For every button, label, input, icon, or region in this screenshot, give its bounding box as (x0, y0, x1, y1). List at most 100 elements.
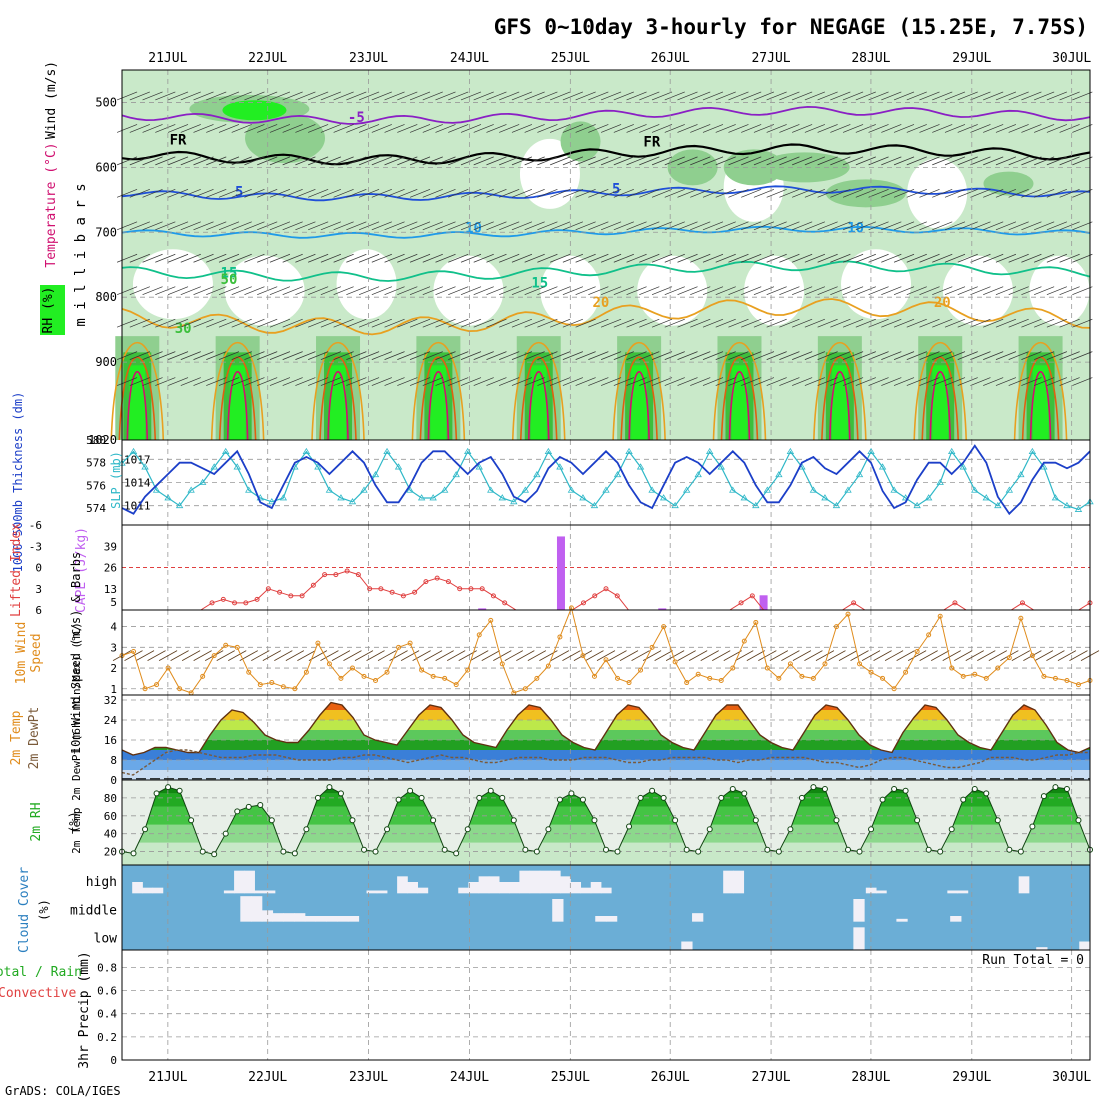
wind-speed-point (361, 673, 367, 679)
wind-barb (180, 91, 201, 101)
surface-wind-barb (665, 650, 685, 661)
slp-point (1028, 447, 1037, 454)
wind-barb (167, 351, 189, 360)
wind-barb (575, 351, 596, 360)
wind-barb (116, 91, 138, 101)
wind-barb (1021, 189, 1042, 198)
wind-barb (511, 91, 533, 101)
rh2m-point (372, 848, 379, 855)
wind-barb (218, 91, 240, 101)
y-tick-rh: 60 (104, 810, 117, 823)
wind-speed-point (257, 682, 263, 688)
slp-point (567, 486, 576, 493)
wind-barb (358, 351, 380, 360)
wind-barb (511, 351, 533, 360)
cloud-bar-middle (315, 916, 327, 922)
temp-25-loop (419, 356, 458, 441)
wind-barb (842, 91, 864, 101)
slp-point (544, 447, 553, 454)
wind-barb (702, 91, 724, 101)
wind-barb (244, 377, 265, 386)
rh2m-point (326, 784, 333, 791)
wind-speed-point (326, 661, 332, 667)
wind-barb (995, 189, 1017, 198)
wind-barb (218, 124, 240, 133)
wind-barb (333, 377, 354, 386)
cloud-bar-high (376, 890, 388, 894)
rh2m-point (395, 796, 402, 803)
wind-barb (995, 286, 1017, 296)
wind-barb (155, 286, 176, 296)
wind-barb (830, 221, 851, 231)
rh2m-point (407, 787, 414, 794)
rh2m-point (268, 817, 275, 824)
cloud-bar-high (529, 870, 541, 894)
wind-barb (358, 221, 380, 231)
wind-barb (499, 189, 520, 198)
wind-barb (371, 318, 392, 328)
wind-barb (957, 156, 978, 166)
surface-wind-barb (838, 650, 858, 661)
surface-wind-barb (942, 650, 961, 661)
wind-barb (244, 91, 265, 101)
surface-wind-barb (1034, 650, 1054, 661)
wind-barb (1046, 189, 1068, 198)
wind-barb (830, 318, 851, 328)
wind-barb (562, 351, 584, 360)
wind-barb (741, 377, 762, 386)
wind-speed-point (903, 669, 909, 675)
wind-barb (600, 124, 622, 133)
wind-barb (995, 351, 1017, 360)
surface-wind-barb (596, 650, 616, 661)
wind-barb (626, 221, 647, 231)
rh2m-point (695, 848, 702, 855)
wind-barb (842, 351, 864, 360)
cloud-bar-high (488, 876, 500, 894)
wind-barb (626, 124, 647, 133)
wind-speed-point (983, 675, 989, 681)
wind-barb (295, 124, 316, 133)
wind-barb (753, 253, 775, 263)
wind-barb (1008, 351, 1029, 360)
wind-barb (728, 253, 749, 263)
wind-barb (588, 91, 609, 101)
wind-barb (346, 318, 367, 328)
wind-barb (995, 318, 1017, 328)
wind-barb (702, 189, 724, 198)
wind-barb (486, 253, 507, 263)
wind-barb (358, 286, 380, 296)
slp-point (406, 486, 414, 493)
surface-wind-barb (919, 650, 938, 661)
wind-barb (218, 221, 240, 231)
wind-barb (550, 318, 571, 328)
lifted-index-point (603, 586, 609, 592)
lifted-index-point (749, 593, 755, 599)
wind-barb (435, 318, 456, 328)
cape-bar (556, 536, 565, 610)
surface-wind-barb (343, 650, 362, 661)
wind-barb (562, 253, 584, 263)
temp-25-loop (821, 356, 859, 441)
wind-barb (983, 124, 1004, 133)
surface-wind-barb (124, 650, 143, 661)
cloud-axis-unit: (%) (37, 899, 51, 921)
x-tick-top: 25JUL (551, 51, 590, 66)
lifted-index-point (423, 579, 429, 585)
wind-barb (562, 318, 584, 328)
wind-speed-point (396, 644, 402, 650)
contour-label: 15 (221, 266, 238, 282)
wind-barb (142, 318, 163, 328)
wind-barb (537, 221, 558, 231)
wind-barb (575, 124, 596, 133)
wind-barb (320, 189, 342, 198)
wind-barb (231, 91, 252, 101)
wind-barb (409, 124, 431, 133)
wind-barb (537, 189, 558, 198)
wind-barb (155, 124, 176, 133)
y-tick-thickness: 576 (86, 479, 106, 492)
wind-barb (180, 377, 201, 386)
wind-barb (486, 221, 507, 231)
wind-barb (600, 318, 622, 328)
y-tick-pressure: 500 (95, 95, 117, 109)
wind-barb (295, 221, 316, 231)
